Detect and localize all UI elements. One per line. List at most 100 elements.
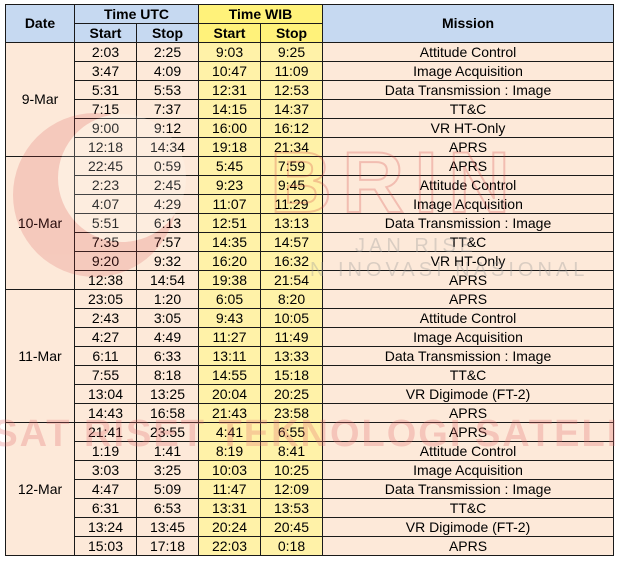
wib-start-cell: 20:24 (198, 517, 261, 537)
mission-cell: APRS (322, 137, 614, 157)
table-row: 1:19 1:41 8:19 8:41 Attitude Control (6, 441, 614, 461)
utc-stop-cell: 3:05 (136, 308, 199, 328)
table-row: 7:55 8:18 14:55 15:18 TT&C (6, 365, 614, 385)
wib-start-cell: 9:03 (198, 42, 261, 62)
header-wib-stop: Stop (260, 23, 323, 43)
utc-start-cell: 5:51 (74, 213, 137, 233)
wib-start-cell: 14:55 (198, 365, 261, 385)
table-row: 9-Mar 2:03 2:25 9:03 9:25 Attitude Control (5, 42, 614, 157)
mission-cell: VR Digimode (FT-2) (322, 384, 614, 404)
wib-start-cell: 6:05 (198, 289, 261, 309)
table-row: 5:31 5:53 12:31 12:53 Data Transmission : Im… (6, 80, 614, 100)
wib-start-cell: 9:23 (198, 175, 261, 195)
wib-start-cell: 11:27 (198, 327, 261, 347)
utc-start-cell: 14:43 (74, 403, 137, 423)
utc-stop-cell: 14:54 (136, 270, 199, 290)
utc-stop-cell: 6:13 (136, 213, 199, 233)
table-row: 2:23 2:45 9:23 9:45 Attitude Control (6, 175, 614, 195)
wib-stop-cell: 20:45 (260, 517, 323, 537)
wib-start-cell: 5:45 (198, 156, 261, 176)
wib-start-cell: 14:15 (198, 99, 261, 119)
table-row: 6:31 6:53 13:31 13:53 TT&C (6, 498, 614, 518)
wib-stop-cell: 13:33 (260, 346, 323, 366)
schedule-body: 9-Mar 2:03 2:25 9:03 9:25 Attitude Control 3:4… (5, 42, 614, 556)
mission-cell: Image Acquisition (322, 460, 614, 480)
wib-start-cell: 10:03 (198, 460, 261, 480)
mission-cell: APRS (322, 403, 614, 423)
mission-cell: Attitude Control (322, 441, 614, 461)
header-row-2: Start Stop Start Stop (6, 23, 614, 43)
table-row: 2:43 3:05 9:43 10:05 Attitude Control (6, 308, 614, 328)
table-row: 3:47 4:09 10:47 11:09 Image Acquisition (6, 61, 614, 81)
table-row: 5:51 6:13 12:51 13:13 Data Transmission : Im… (6, 213, 614, 233)
table-row: 4:07 4:29 11:07 11:29 Image Acquisition (6, 194, 614, 214)
wib-stop-cell: 12:09 (260, 479, 323, 499)
utc-start-cell: 1:19 (74, 441, 137, 461)
utc-start-cell: 13:24 (74, 517, 137, 537)
mission-cell: TT&C (322, 232, 614, 252)
wib-start-cell: 12:31 (198, 80, 261, 100)
mission-cell: TT&C (322, 498, 614, 518)
mission-cell: TT&C (322, 99, 614, 119)
utc-stop-cell: 6:53 (136, 498, 199, 518)
wib-start-cell: 22:03 (198, 536, 261, 556)
table-row: 4:47 5:09 11:47 12:09 Data Transmission : Im… (6, 479, 614, 499)
utc-stop-cell: 4:49 (136, 327, 199, 347)
header-time-wib: Time WIB (198, 4, 323, 24)
table-row: 9:00 9:12 16:00 16:12 VR HT-Only (6, 118, 614, 138)
utc-stop-cell: 8:18 (136, 365, 199, 385)
wib-stop-cell: 10:25 (260, 460, 323, 480)
wib-start-cell: 13:11 (198, 346, 261, 366)
utc-start-cell: 9:20 (74, 251, 137, 271)
utc-start-cell: 6:11 (74, 346, 137, 366)
utc-start-cell: 9:00 (74, 118, 137, 138)
utc-stop-cell: 14:34 (136, 137, 199, 157)
utc-start-cell: 3:47 (74, 61, 137, 81)
header-utc-start: Start (74, 23, 137, 43)
table-row: 6:11 6:33 13:11 13:33 Data Transmission : Im… (6, 346, 614, 366)
mission-cell: Image Acquisition (322, 327, 614, 347)
utc-start-cell: 2:03 (74, 42, 137, 62)
header-row-1: Date Time UTC Time WIB Mission (5, 4, 614, 43)
mission-cell: Attitude Control (322, 175, 614, 195)
utc-stop-cell: 3:25 (136, 460, 199, 480)
wib-start-cell: 10:47 (198, 61, 261, 81)
table-row: 9:20 9:32 16:20 16:32 VR HT-Only (6, 251, 614, 271)
utc-stop-cell: 1:20 (136, 289, 199, 309)
utc-stop-cell: 13:45 (136, 517, 199, 537)
wib-start-cell: 9:43 (198, 308, 261, 328)
utc-start-cell: 21:41 (74, 422, 137, 442)
utc-start-cell: 23:05 (74, 289, 137, 309)
mission-cell: APRS (322, 270, 614, 290)
wib-stop-cell: 16:12 (260, 118, 323, 138)
header-time-utc: Time UTC (74, 4, 199, 24)
table-row: 3:03 3:25 10:03 10:25 Image Acquisition (6, 460, 614, 480)
wib-start-cell: 14:35 (198, 232, 261, 252)
wib-stop-cell: 12:53 (260, 80, 323, 100)
wib-stop-cell: 9:25 (260, 42, 323, 62)
table-row: 13:24 13:45 20:24 20:45 VR Digimode (FT-2) (6, 517, 614, 537)
table-row: 13:04 13:25 20:04 20:25 VR Digimode (FT-2) (6, 384, 614, 404)
mission-cell: VR HT-Only (322, 251, 614, 271)
table-row: 7:15 7:37 14:15 14:37 TT&C (6, 99, 614, 119)
wib-stop-cell: 13:53 (260, 498, 323, 518)
utc-start-cell: 6:31 (74, 498, 137, 518)
wib-stop-cell: 16:32 (260, 251, 323, 271)
utc-stop-cell: 4:29 (136, 194, 199, 214)
wib-start-cell: 11:47 (198, 479, 261, 499)
wib-start-cell: 21:43 (198, 403, 261, 423)
utc-stop-cell: 13:25 (136, 384, 199, 404)
utc-stop-cell: 4:09 (136, 61, 199, 81)
utc-stop-cell: 16:58 (136, 403, 199, 423)
wib-stop-cell: 11:09 (260, 61, 323, 81)
date-cell: 12-Mar (5, 422, 75, 556)
mission-cell: Image Acquisition (322, 194, 614, 214)
utc-start-cell: 22:45 (74, 156, 137, 176)
wib-stop-cell: 21:34 (260, 137, 323, 157)
wib-stop-cell: 11:49 (260, 327, 323, 347)
header-mission: Mission (322, 4, 614, 43)
wib-start-cell: 4:41 (198, 422, 261, 442)
utc-stop-cell: 23:55 (136, 422, 199, 442)
wib-stop-cell: 13:13 (260, 213, 323, 233)
utc-start-cell: 12:38 (74, 270, 137, 290)
